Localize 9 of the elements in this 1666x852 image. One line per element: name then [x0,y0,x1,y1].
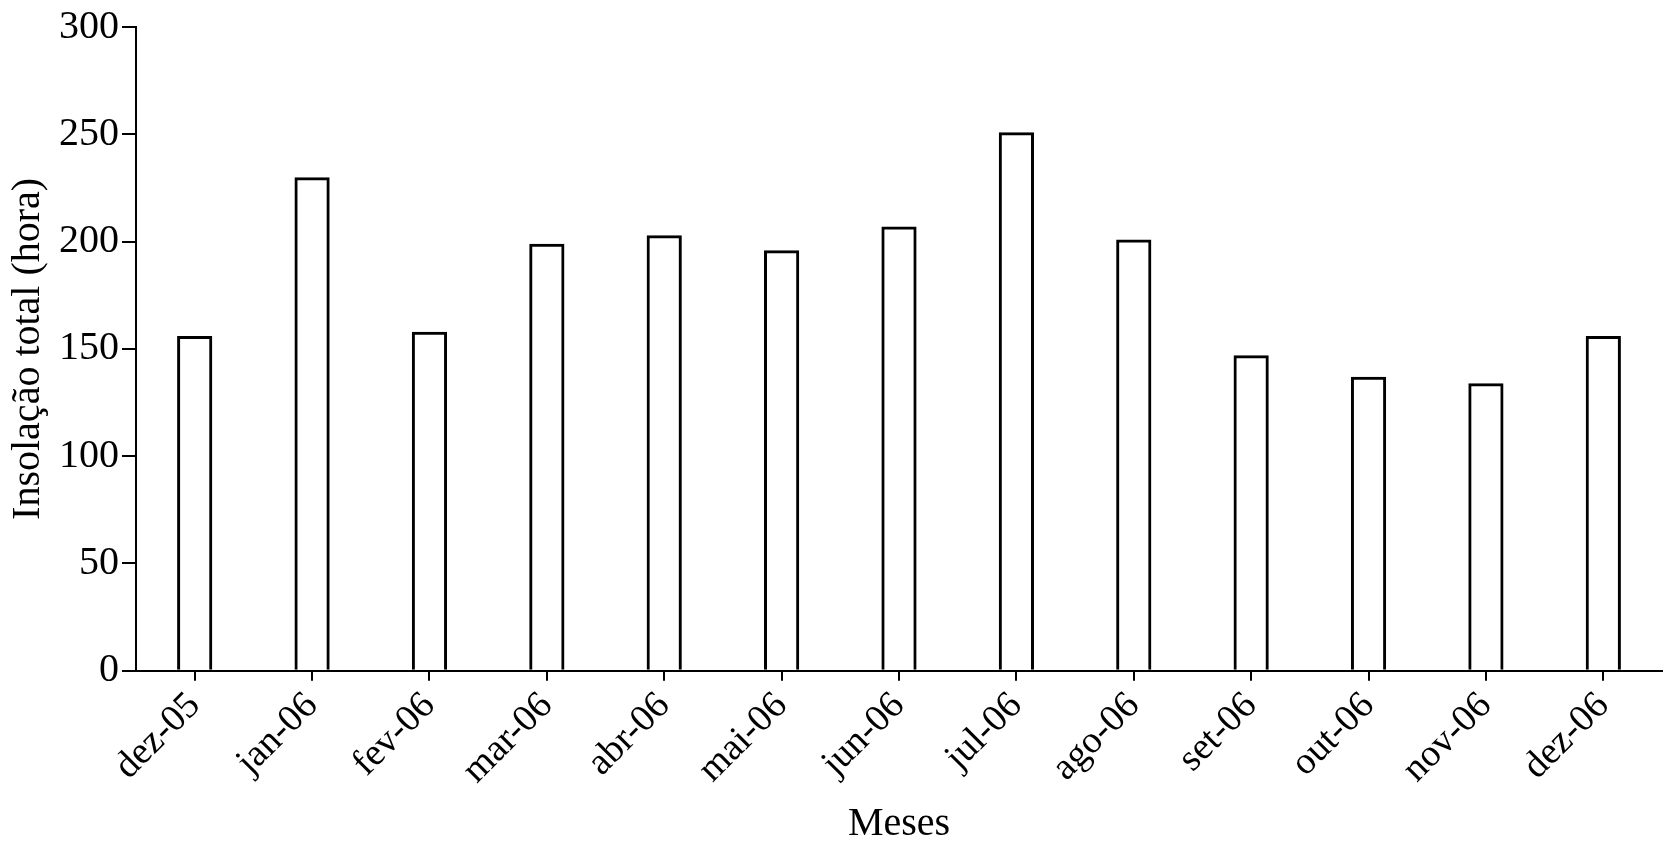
y-tick-label: 200 [59,216,119,262]
y-axis-title: Insolação total (hora) [2,177,48,520]
x-axis-title: Meses [847,798,951,844]
y-tick-label: 0 [99,645,119,691]
y-tick-label: 100 [59,430,119,476]
y-tick-label: 50 [79,537,119,583]
y-tick-label: 250 [59,108,119,154]
y-tick-label: 300 [59,1,119,47]
y-tick-label: 150 [59,323,119,369]
